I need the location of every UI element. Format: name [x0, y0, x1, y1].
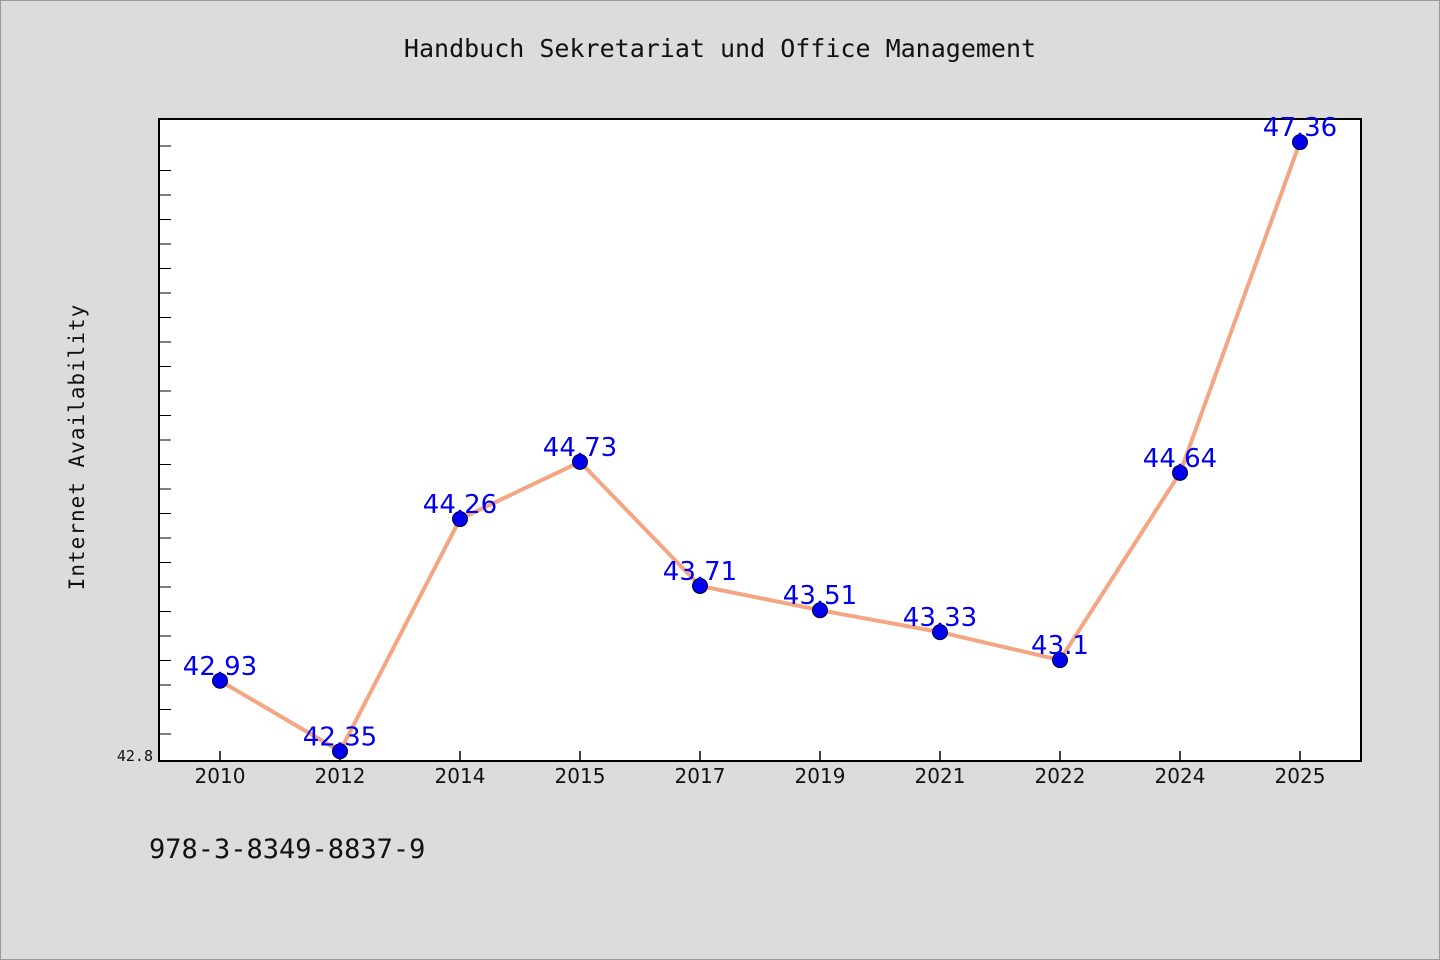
data-point	[1052, 652, 1068, 669]
data-label: 44.64	[1143, 444, 1217, 474]
data-point	[692, 577, 708, 594]
x-tick-label: 2024	[1155, 764, 1206, 788]
y-axis-tick-labels: 42.8	[117, 747, 153, 765]
data-label: 43.51	[783, 581, 857, 611]
chart-title: Handbuch Sekretariat und Office Manageme…	[403, 34, 1037, 63]
x-tick-label: 2012	[315, 764, 366, 788]
x-tick-label: 2022	[1035, 764, 1086, 788]
y-axis-minor-ticks	[159, 145, 171, 735]
x-tick-label: 2010	[195, 764, 246, 788]
x-tick-label: 2014	[435, 764, 486, 788]
data-label: 42.93	[183, 652, 257, 682]
data-label: 47.36	[1263, 113, 1337, 143]
data-point	[1172, 464, 1188, 481]
data-label: 43.33	[903, 603, 977, 633]
data-label: 42.35	[303, 722, 377, 752]
data-label: 44.26	[423, 490, 497, 520]
x-tick-label: 2019	[795, 764, 846, 788]
data-point	[332, 743, 348, 760]
data-point	[572, 453, 588, 470]
data-point	[212, 672, 228, 689]
data-point	[812, 602, 828, 619]
data-point	[1292, 134, 1308, 151]
data-label: 43.1	[1031, 631, 1089, 661]
series-markers	[212, 134, 1308, 760]
x-tick-label: 2021	[915, 764, 966, 788]
data-point	[452, 511, 468, 528]
plot-area	[158, 118, 1362, 762]
y-tick-label: 42.8	[117, 747, 153, 765]
data-point	[932, 624, 948, 641]
x-axis-ticks	[219, 751, 1301, 761]
data-labels: 42.93 42.35 44.26 44.73 43.71 43.51 43.33 43.1 4…	[183, 113, 1337, 752]
x-tick-label: 2025	[1275, 764, 1326, 788]
series-lines	[218, 140, 1302, 754]
isbn-footer: 978-3-8349-8837-9	[149, 834, 426, 865]
x-axis-tick-labels: 2010 2012 2014 2015 2017 2019 2021 2022 2024 2025	[195, 764, 1326, 788]
x-tick-label: 2015	[555, 764, 606, 788]
x-tick-label: 2017	[675, 764, 726, 788]
data-label: 43.71	[663, 557, 737, 587]
series-line	[218, 140, 1302, 754]
data-label: 44.73	[543, 433, 617, 463]
